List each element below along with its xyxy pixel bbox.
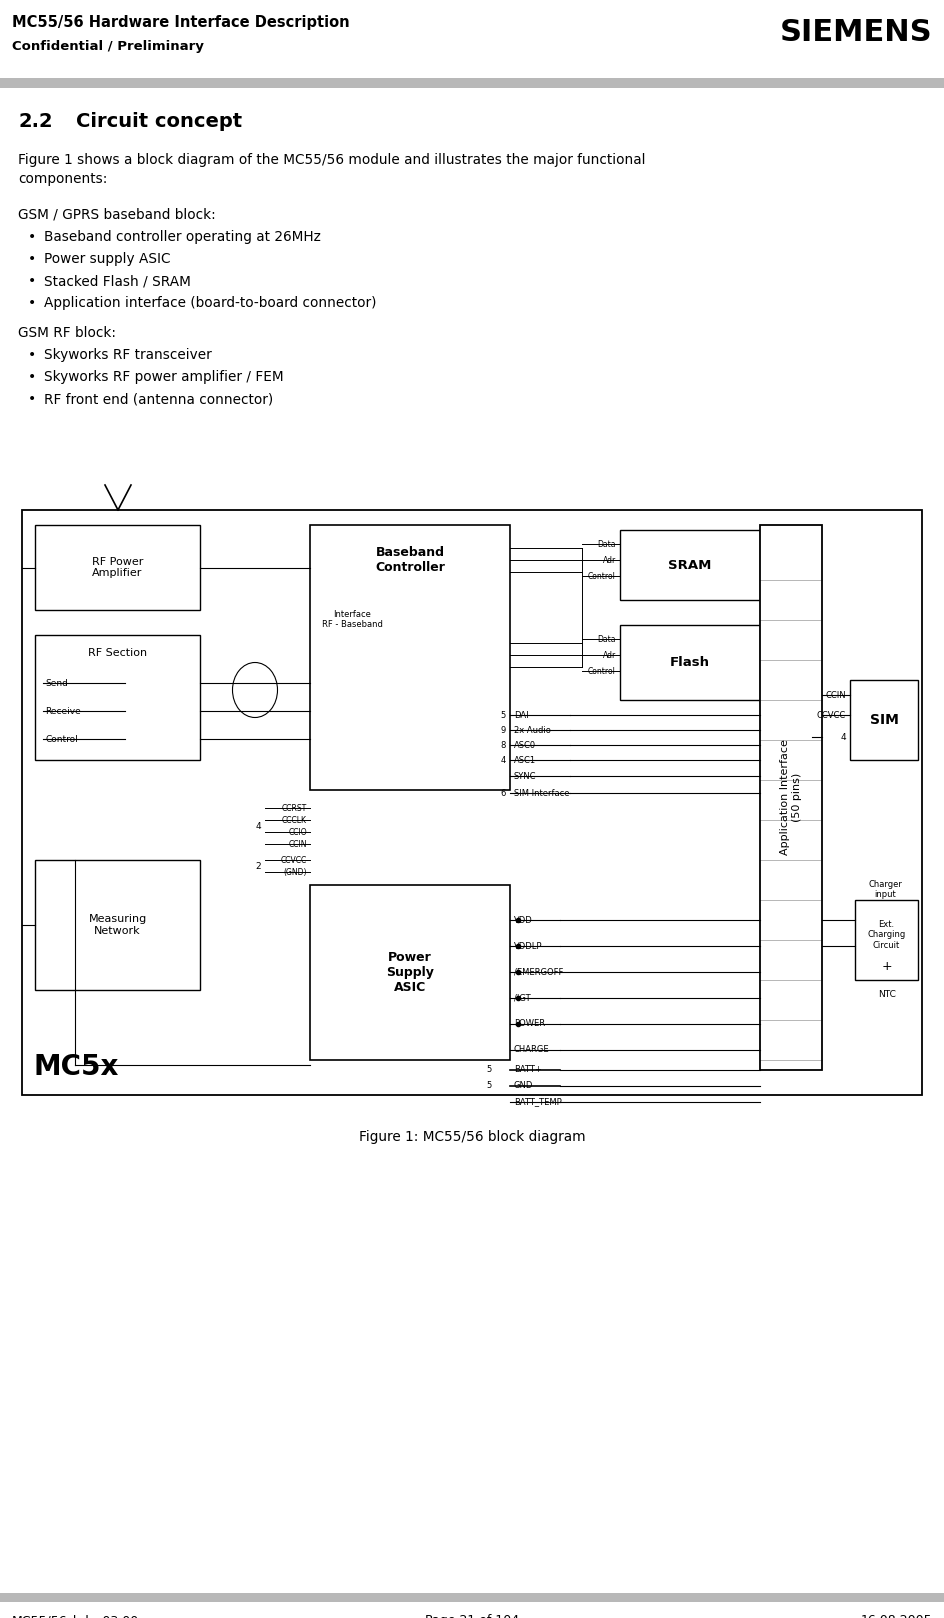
Text: Power
Supply
ASIC: Power Supply ASIC (386, 951, 434, 993)
Bar (850, 680, 918, 760)
Text: Measuring
Network: Measuring Network (89, 914, 146, 935)
Text: Page 21 of 104: Page 21 of 104 (425, 1615, 519, 1618)
Text: ASC1: ASC1 (514, 756, 536, 764)
Text: 5: 5 (500, 710, 506, 720)
Text: Control: Control (45, 735, 77, 744)
Text: GSM / GPRS baseband block:: GSM / GPRS baseband block: (18, 207, 216, 222)
Text: Figure 1: MC55/56 block diagram: Figure 1: MC55/56 block diagram (359, 1129, 585, 1144)
Text: Charger
input: Charger input (868, 880, 902, 900)
Text: Stacked Flash / SRAM: Stacked Flash / SRAM (44, 273, 191, 288)
Text: ASC0: ASC0 (514, 741, 536, 749)
Text: CCIN: CCIN (825, 691, 846, 699)
Text: CCVCC: CCVCC (817, 710, 846, 720)
Text: /EMERGOFF: /EMERGOFF (514, 968, 564, 977)
Text: CCRST: CCRST (281, 804, 307, 812)
Text: DAI: DAI (514, 710, 529, 720)
Text: 4: 4 (840, 733, 846, 741)
Text: •: • (28, 296, 36, 311)
Text: •: • (28, 273, 36, 288)
Text: Baseband
Controller: Baseband Controller (375, 545, 445, 574)
Text: 4: 4 (255, 822, 261, 830)
Text: CCVCC: CCVCC (280, 856, 307, 864)
Text: Figure 1 shows a block diagram of the MC55/56 module and illustrates the major f: Figure 1 shows a block diagram of the MC… (18, 154, 646, 167)
Text: GND: GND (514, 1081, 533, 1091)
Bar (35, 524, 200, 610)
Text: BATT+: BATT+ (514, 1066, 542, 1074)
Text: Flash: Flash (670, 655, 710, 668)
Text: Confidential / Preliminary: Confidential / Preliminary (12, 40, 204, 53)
Text: 4: 4 (500, 756, 506, 764)
Text: SRAM: SRAM (668, 558, 712, 571)
Text: MC55/56_hd_v03.00: MC55/56_hd_v03.00 (12, 1615, 140, 1618)
Text: 16.08.2005: 16.08.2005 (860, 1615, 932, 1618)
Text: CHARGE: CHARGE (514, 1045, 549, 1055)
Text: Ext.
Charging
Circuit: Ext. Charging Circuit (868, 921, 905, 950)
Text: RF front end (antenna connector): RF front end (antenna connector) (44, 392, 273, 406)
Text: /IGT: /IGT (514, 993, 531, 1003)
Text: 2.2: 2.2 (18, 112, 53, 131)
Text: Control: Control (588, 571, 616, 581)
Text: CCCLK: CCCLK (282, 815, 307, 825)
Bar (310, 885, 510, 1060)
Bar (0, 1594, 944, 1602)
Bar (855, 900, 918, 981)
Text: SIM Interface: SIM Interface (514, 788, 569, 798)
Text: GSM RF block:: GSM RF block: (18, 325, 116, 340)
Bar (760, 524, 822, 1069)
Text: VDD: VDD (514, 916, 532, 924)
Text: Circuit concept: Circuit concept (76, 112, 242, 131)
Text: components:: components: (18, 172, 108, 186)
Text: MC5x: MC5x (34, 1053, 119, 1081)
Text: •: • (28, 348, 36, 362)
Text: 2x Audio: 2x Audio (514, 725, 551, 735)
Text: 5: 5 (487, 1081, 492, 1091)
Bar (35, 634, 200, 760)
Text: •: • (28, 371, 36, 383)
Text: •: • (28, 392, 36, 406)
Bar (22, 510, 922, 1095)
Text: CCIN: CCIN (289, 840, 307, 848)
Text: Power supply ASIC: Power supply ASIC (44, 252, 171, 265)
Text: 9: 9 (500, 725, 506, 735)
Text: SIM: SIM (869, 714, 899, 726)
Text: Send: Send (45, 678, 68, 688)
Text: Application Interface
(50 pins): Application Interface (50 pins) (780, 739, 801, 856)
Bar (0, 78, 944, 87)
Text: +: + (881, 959, 892, 972)
Text: 8: 8 (500, 741, 506, 749)
Text: Application interface (board-to-board connector): Application interface (board-to-board co… (44, 296, 377, 311)
Text: RF Section: RF Section (88, 647, 147, 659)
Text: Control: Control (588, 667, 616, 675)
Text: Skyworks RF transceiver: Skyworks RF transceiver (44, 348, 211, 362)
Bar (35, 861, 200, 990)
Text: POWER: POWER (514, 1019, 545, 1029)
Text: Interface
RF - Baseband: Interface RF - Baseband (322, 610, 383, 629)
Text: CCIO: CCIO (288, 827, 307, 837)
Text: •: • (28, 252, 36, 265)
Text: Data: Data (598, 634, 616, 644)
Text: Receive: Receive (45, 707, 81, 715)
Text: Skyworks RF power amplifier / FEM: Skyworks RF power amplifier / FEM (44, 371, 283, 383)
Text: VDDLP: VDDLP (514, 942, 543, 950)
Text: Baseband controller operating at 26MHz: Baseband controller operating at 26MHz (44, 230, 321, 244)
Text: 5: 5 (487, 1066, 492, 1074)
Text: NTC: NTC (878, 990, 896, 998)
Text: (GND): (GND) (283, 867, 307, 877)
Text: Adr: Adr (603, 555, 616, 565)
Text: 2: 2 (255, 861, 261, 870)
Text: SYNC: SYNC (514, 772, 536, 780)
Text: MC55/56 Hardware Interface Description: MC55/56 Hardware Interface Description (12, 15, 349, 31)
Text: 6: 6 (500, 788, 506, 798)
Bar (620, 531, 760, 600)
Text: BATT_TEMP: BATT_TEMP (514, 1097, 562, 1107)
Text: •: • (28, 230, 36, 244)
Bar (310, 524, 510, 790)
Bar (620, 625, 760, 701)
Text: Adr: Adr (603, 650, 616, 660)
Text: RF Power
Amplifier: RF Power Amplifier (92, 557, 143, 578)
Text: Data: Data (598, 539, 616, 549)
Text: SIEMENS: SIEMENS (780, 18, 932, 47)
